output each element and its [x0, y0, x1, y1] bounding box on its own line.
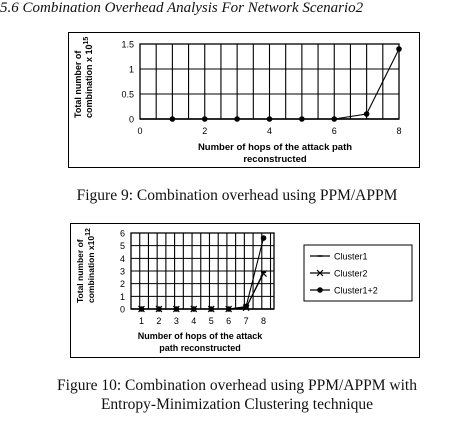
- y-tick-label: 6: [120, 229, 125, 239]
- legend-label: Cluster1: [334, 252, 368, 262]
- y-tick-label: 1.5: [121, 40, 134, 50]
- y-tick-label: 0: [129, 115, 134, 125]
- x-tick-label: 8: [261, 316, 266, 326]
- y-tick-label: 3: [120, 267, 125, 277]
- y-tick-label: 0: [120, 305, 125, 315]
- chart-legend: Cluster1 Cluster2 Cluster1+2: [303, 244, 413, 302]
- data-point: [316, 269, 324, 277]
- x-tick-label: 2: [156, 316, 161, 326]
- data-point: [169, 116, 176, 122]
- chart-frame: [68, 32, 420, 168]
- figure10-caption-line1: Figure 10: Combination overhead using PP…: [57, 377, 417, 394]
- x-axis-label: Number of hops of the attack path: [198, 142, 352, 153]
- y-tick-label: 2: [120, 279, 125, 289]
- series-line: [172, 48, 400, 120]
- data-point: [396, 46, 402, 52]
- series-line: [141, 237, 265, 310]
- data-point: [190, 306, 197, 312]
- data-point: [317, 287, 323, 293]
- y-axis-label-line2: combination x1012: [85, 228, 96, 303]
- figure9-caption: Figure 9: Combination overhead using PPM…: [76, 187, 398, 204]
- x-tick-label: 8: [396, 126, 401, 136]
- data-point: [208, 306, 215, 312]
- y-tick-label: 4: [120, 254, 125, 264]
- x-axis-label-line2: reconstructed: [243, 154, 307, 165]
- y-tick-label: 5: [120, 241, 125, 251]
- x-tick-label: 4: [191, 316, 196, 326]
- data-point: [201, 116, 208, 122]
- data-point: [225, 306, 232, 312]
- figure10-caption-line2: Entropy-Minimization Clustering techniqu…: [100, 396, 374, 413]
- data-point: [299, 116, 305, 122]
- x-axis-label: Number of hops of the attack: [138, 331, 264, 341]
- y-tick-label: 1: [120, 292, 125, 302]
- x-tick-label: 4: [267, 126, 272, 136]
- x-tick-label: 5: [209, 316, 214, 326]
- y-tick-label: 1: [129, 65, 134, 75]
- data-point: [156, 306, 162, 312]
- x-tick-label: 2: [202, 126, 207, 136]
- legend-label: Cluster2: [334, 269, 368, 279]
- data-point: [266, 116, 273, 122]
- x-tick-label: 6: [226, 316, 231, 326]
- x-tick-label: 3: [174, 316, 179, 326]
- figure9-chart: 0 0.5 1 1.5 0 2 4 6 8 Total number of combinatio…: [68, 32, 420, 168]
- x-tick-label: 6: [332, 126, 337, 136]
- data-point: [260, 270, 267, 277]
- data-point: [234, 116, 240, 122]
- data-point: [138, 306, 145, 312]
- y-tick-label: 0.5: [121, 90, 134, 100]
- section-heading: 5.6 Combination Overhead Analysis For Ne…: [0, 0, 364, 16]
- x-tick-label: 0: [137, 126, 142, 136]
- data-point: [173, 306, 180, 312]
- data-point: [243, 303, 249, 310]
- y-axis-label: Total number of: [75, 239, 85, 303]
- data-point: [363, 111, 370, 117]
- y-axis-label: Total number of: [73, 50, 83, 118]
- data-point: [331, 116, 338, 122]
- y-axis-label-line2: combination x 1015: [83, 37, 94, 118]
- x-tick-label: 1: [139, 316, 144, 326]
- x-tick-label: 7: [244, 316, 249, 326]
- legend-label: Cluster1+2: [334, 286, 378, 296]
- data-point: [260, 235, 267, 241]
- x-axis-label-line2: path reconstructed: [159, 343, 241, 353]
